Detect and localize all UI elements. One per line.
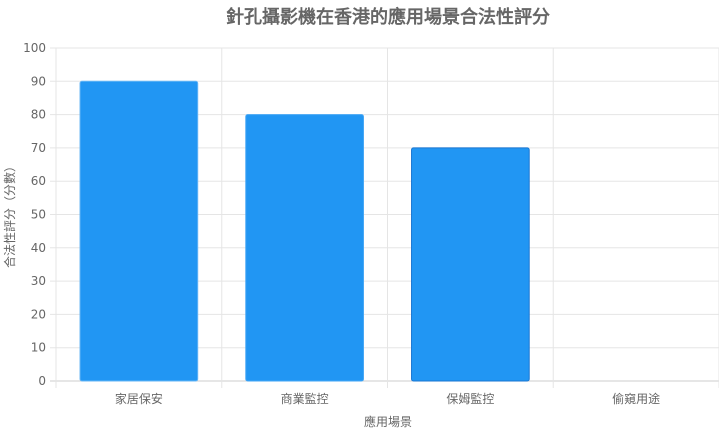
y-tick-label: 30 [31,274,46,288]
y-tick-label: 10 [31,341,46,355]
y-tick-label: 90 [31,74,46,88]
bar-0 [79,80,199,382]
y-tick-label: 20 [31,307,46,321]
y-axis-label: 合法性評分（分數） [2,160,17,268]
bar-1 [245,114,364,382]
bar-2 [411,147,530,382]
y-tick-label: 80 [31,108,46,122]
x-tick-label: 家居保安 [115,391,163,406]
y-tick-label: 60 [31,174,46,188]
x-tick-label: 偷窺用途 [612,391,660,406]
y-tick-label: 40 [31,241,46,255]
x-tick-label: 商業監控 [281,391,329,406]
y-tick-label: 50 [31,208,46,222]
x-tick-label: 保姆監控 [446,391,494,406]
x-axis-label: 應用場景 [364,414,412,429]
y-tick-label: 70 [31,141,46,155]
chart-title: 針孔攝影機在香港的應用場景合法性評分 [226,6,550,28]
y-tick-label: 0 [38,374,46,388]
y-tick-label: 100 [23,41,46,55]
